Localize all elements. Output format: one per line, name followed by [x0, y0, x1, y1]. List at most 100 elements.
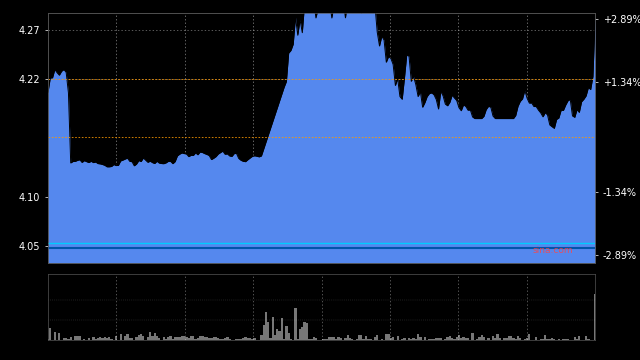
- Bar: [419, 337, 422, 340]
- Bar: [515, 339, 517, 340]
- Bar: [167, 337, 170, 340]
- Bar: [344, 338, 347, 340]
- Bar: [271, 318, 274, 340]
- Bar: [433, 339, 435, 340]
- Bar: [331, 337, 333, 340]
- Bar: [154, 333, 156, 340]
- Bar: [190, 336, 192, 340]
- Bar: [199, 336, 201, 340]
- Bar: [551, 338, 553, 340]
- Bar: [54, 332, 56, 340]
- Bar: [415, 338, 417, 340]
- Bar: [387, 334, 390, 340]
- Bar: [47, 339, 49, 340]
- Bar: [358, 336, 360, 340]
- Bar: [403, 338, 406, 340]
- Bar: [547, 339, 548, 340]
- Bar: [236, 339, 237, 340]
- Bar: [401, 339, 403, 340]
- Bar: [451, 338, 453, 340]
- Bar: [163, 337, 165, 340]
- Bar: [508, 336, 510, 340]
- Bar: [140, 334, 142, 340]
- Bar: [147, 337, 149, 340]
- Bar: [188, 338, 190, 340]
- Bar: [283, 339, 285, 340]
- Bar: [494, 338, 497, 340]
- Bar: [212, 337, 215, 340]
- Bar: [340, 338, 342, 340]
- Bar: [294, 308, 296, 340]
- Bar: [557, 339, 560, 340]
- Bar: [399, 339, 401, 340]
- Bar: [462, 337, 465, 340]
- Bar: [513, 338, 515, 340]
- Bar: [56, 339, 58, 340]
- Bar: [548, 339, 551, 340]
- Bar: [215, 337, 217, 340]
- Bar: [526, 338, 528, 340]
- Bar: [249, 338, 252, 340]
- Bar: [217, 338, 220, 340]
- Bar: [126, 334, 129, 340]
- Bar: [122, 339, 124, 340]
- Bar: [265, 312, 267, 340]
- Bar: [453, 339, 456, 340]
- Bar: [440, 338, 442, 340]
- Bar: [51, 339, 54, 340]
- Bar: [260, 335, 262, 340]
- Bar: [92, 337, 95, 340]
- Bar: [535, 337, 538, 340]
- Bar: [306, 323, 308, 340]
- Bar: [324, 338, 326, 340]
- Bar: [369, 339, 372, 340]
- Bar: [397, 336, 399, 340]
- Bar: [478, 337, 481, 340]
- Bar: [576, 339, 578, 340]
- Bar: [374, 337, 376, 340]
- Bar: [196, 338, 199, 340]
- Bar: [208, 338, 211, 340]
- Bar: [267, 322, 269, 340]
- Bar: [435, 338, 437, 340]
- Bar: [428, 339, 431, 340]
- Bar: [578, 336, 580, 340]
- Bar: [497, 334, 499, 340]
- Bar: [372, 339, 374, 340]
- Bar: [365, 336, 367, 340]
- Bar: [228, 339, 231, 340]
- Bar: [303, 323, 306, 340]
- Bar: [437, 338, 440, 340]
- Bar: [296, 338, 299, 340]
- Bar: [72, 339, 74, 340]
- Bar: [544, 335, 547, 340]
- Bar: [253, 338, 256, 340]
- Bar: [172, 339, 174, 340]
- Bar: [408, 338, 410, 340]
- Bar: [310, 339, 312, 340]
- Bar: [133, 339, 136, 340]
- Bar: [142, 336, 145, 340]
- Bar: [99, 337, 101, 340]
- Bar: [465, 338, 467, 340]
- Bar: [328, 337, 331, 340]
- Bar: [88, 338, 90, 340]
- Bar: [503, 338, 506, 340]
- Bar: [476, 339, 478, 340]
- Bar: [362, 339, 365, 340]
- Bar: [129, 338, 131, 340]
- Bar: [573, 337, 576, 340]
- Bar: [211, 338, 212, 340]
- Bar: [151, 336, 154, 340]
- Bar: [95, 339, 97, 340]
- Bar: [333, 337, 335, 340]
- Bar: [349, 338, 351, 340]
- Bar: [285, 325, 287, 340]
- Bar: [326, 339, 328, 340]
- Bar: [179, 337, 181, 340]
- Bar: [192, 336, 195, 340]
- Bar: [149, 332, 151, 340]
- Bar: [281, 318, 283, 340]
- Bar: [111, 339, 113, 340]
- Bar: [447, 337, 449, 340]
